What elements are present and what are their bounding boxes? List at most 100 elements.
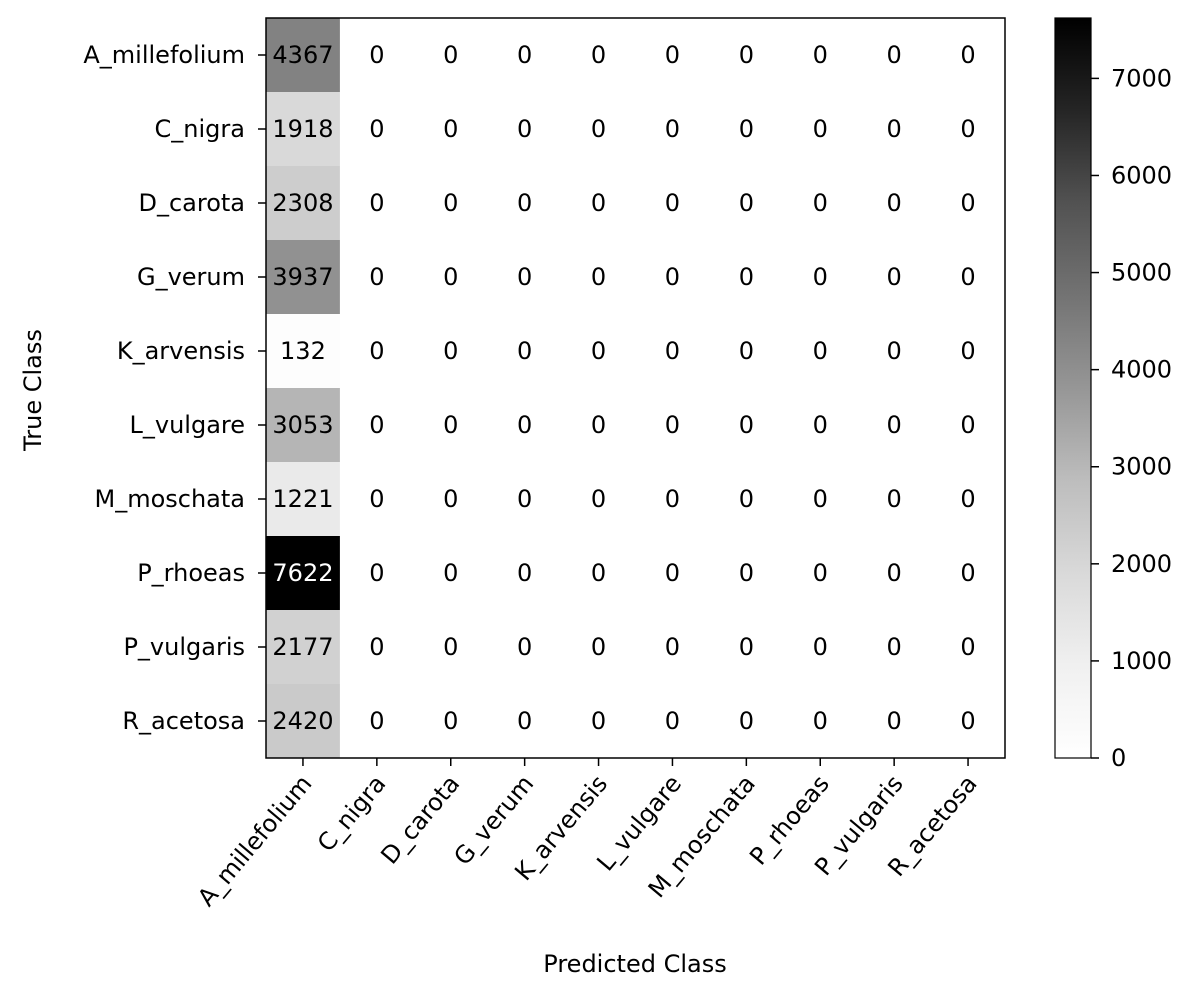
cell-value-label: 0 bbox=[517, 707, 532, 735]
heatmap-cell bbox=[561, 388, 636, 463]
cell-value-label: 0 bbox=[591, 485, 606, 513]
heatmap-cell bbox=[339, 610, 415, 685]
cell-value-label: 0 bbox=[960, 337, 975, 365]
cell-value-label: 0 bbox=[739, 411, 754, 439]
x-axis: A_millefoliumC_nigraD_carotaG_verumK_arv… bbox=[192, 758, 983, 912]
cell-value-label: 0 bbox=[517, 411, 532, 439]
x-axis-label: Predicted Class bbox=[543, 950, 726, 978]
heatmap-cell bbox=[339, 388, 415, 463]
cell-value-label: 0 bbox=[591, 707, 606, 735]
heatmap-cell bbox=[561, 92, 636, 167]
heatmap-cell bbox=[931, 92, 1006, 167]
cell-value-label: 0 bbox=[517, 41, 532, 69]
cell-value-label: 0 bbox=[443, 707, 458, 735]
heatmap-cell bbox=[857, 240, 932, 315]
x-tick-label: C_nigra bbox=[312, 770, 392, 857]
heatmap-cell bbox=[487, 388, 563, 463]
cell-value-label: 0 bbox=[813, 485, 828, 513]
heatmap-cell bbox=[339, 18, 415, 93]
heatmap-cell bbox=[931, 166, 1006, 241]
y-tick-label: M_moschata bbox=[94, 485, 245, 513]
heatmap-cell bbox=[709, 610, 784, 685]
cell-value-label: 0 bbox=[887, 189, 902, 217]
heatmap-cell bbox=[339, 92, 415, 167]
cell-value-label: 0 bbox=[739, 633, 754, 661]
heatmap-cell bbox=[635, 684, 710, 759]
cell-value-label: 0 bbox=[739, 189, 754, 217]
cell-value-label: 0 bbox=[443, 411, 458, 439]
cell-value-label: 0 bbox=[665, 559, 680, 587]
cell-value-label: 0 bbox=[665, 707, 680, 735]
heatmap-cell bbox=[561, 462, 636, 537]
heatmap-cell bbox=[783, 536, 858, 611]
heatmap-cells bbox=[266, 18, 1006, 759]
cell-value-labels: 4367 0 0 0 0 0 0 0 0 0 1918 0 0 0 0 0 0 0 0 0 2308 0 0 0 0 0 0 0 0 0 3… bbox=[272, 41, 975, 735]
cell-value-label: 1918 bbox=[272, 115, 333, 143]
cell-value-label: 7622 bbox=[272, 559, 333, 587]
cell-value-label: 0 bbox=[960, 115, 975, 143]
heatmap-cell bbox=[561, 166, 636, 241]
heatmap-cell bbox=[339, 536, 415, 611]
cell-value-label: 4367 bbox=[272, 41, 333, 69]
heatmap-cell bbox=[561, 684, 636, 759]
colorbar bbox=[1054, 17, 1092, 759]
heatmap-cell bbox=[709, 240, 784, 315]
colorbar-tick-label: 0 bbox=[1111, 744, 1126, 772]
heatmap-cell bbox=[561, 240, 636, 315]
cell-value-label: 0 bbox=[887, 633, 902, 661]
heatmap-cell bbox=[857, 462, 932, 537]
cell-value-label: 2420 bbox=[272, 707, 333, 735]
heatmap-cell bbox=[266, 166, 341, 241]
cell-value-label: 0 bbox=[887, 115, 902, 143]
heatmap-cell bbox=[783, 610, 858, 685]
cell-value-label: 0 bbox=[665, 411, 680, 439]
heatmap-cell bbox=[487, 462, 563, 537]
heatmap-cell bbox=[857, 314, 932, 389]
cell-value-label: 0 bbox=[443, 337, 458, 365]
heatmap-cell bbox=[487, 240, 563, 315]
heatmap-cell bbox=[709, 684, 784, 759]
heatmap-cell bbox=[857, 92, 932, 167]
cell-value-label: 0 bbox=[369, 707, 384, 735]
heatmap-cell bbox=[635, 92, 710, 167]
colorbar-tick-label: 2000 bbox=[1111, 550, 1172, 578]
cell-value-label: 0 bbox=[443, 263, 458, 291]
y-axis-label: True Class bbox=[19, 329, 47, 452]
heatmap-cell bbox=[783, 18, 858, 93]
heatmap-cell bbox=[709, 166, 784, 241]
cell-value-label: 0 bbox=[369, 559, 384, 587]
heatmap-cell bbox=[266, 388, 341, 463]
cell-value-label: 0 bbox=[591, 41, 606, 69]
cell-value-label: 3053 bbox=[272, 411, 333, 439]
colorbar-tick-label: 7000 bbox=[1111, 64, 1172, 92]
heatmap-cell bbox=[931, 684, 1006, 759]
cell-value-label: 0 bbox=[591, 189, 606, 217]
cell-value-label: 0 bbox=[443, 41, 458, 69]
cell-value-label: 0 bbox=[517, 115, 532, 143]
cell-value-label: 0 bbox=[813, 41, 828, 69]
y-tick-label: P_rhoeas bbox=[137, 559, 245, 587]
heatmap-cell bbox=[709, 18, 784, 93]
colorbar-tick-label: 3000 bbox=[1111, 453, 1172, 481]
cell-value-label: 0 bbox=[443, 633, 458, 661]
cell-value-label: 0 bbox=[960, 41, 975, 69]
cell-value-label: 0 bbox=[665, 115, 680, 143]
heatmap-cell bbox=[413, 240, 489, 315]
heatmap-cell bbox=[413, 166, 489, 241]
cell-value-label: 0 bbox=[739, 559, 754, 587]
heatmap-cell bbox=[857, 536, 932, 611]
cell-value-label: 0 bbox=[591, 115, 606, 143]
heatmap-cell bbox=[635, 388, 710, 463]
cell-value-label: 0 bbox=[887, 707, 902, 735]
cell-value-label: 0 bbox=[369, 633, 384, 661]
cell-value-label: 0 bbox=[591, 633, 606, 661]
heatmap-cell bbox=[413, 462, 489, 537]
cell-value-label: 0 bbox=[887, 411, 902, 439]
heatmap-cell bbox=[339, 684, 415, 759]
heatmap-cell bbox=[413, 18, 489, 93]
y-tick-label: C_nigra bbox=[155, 115, 245, 143]
cell-value-label: 0 bbox=[517, 559, 532, 587]
y-tick-label: L_vulgare bbox=[130, 411, 246, 439]
y-tick-label: R_acetosa bbox=[122, 707, 245, 735]
